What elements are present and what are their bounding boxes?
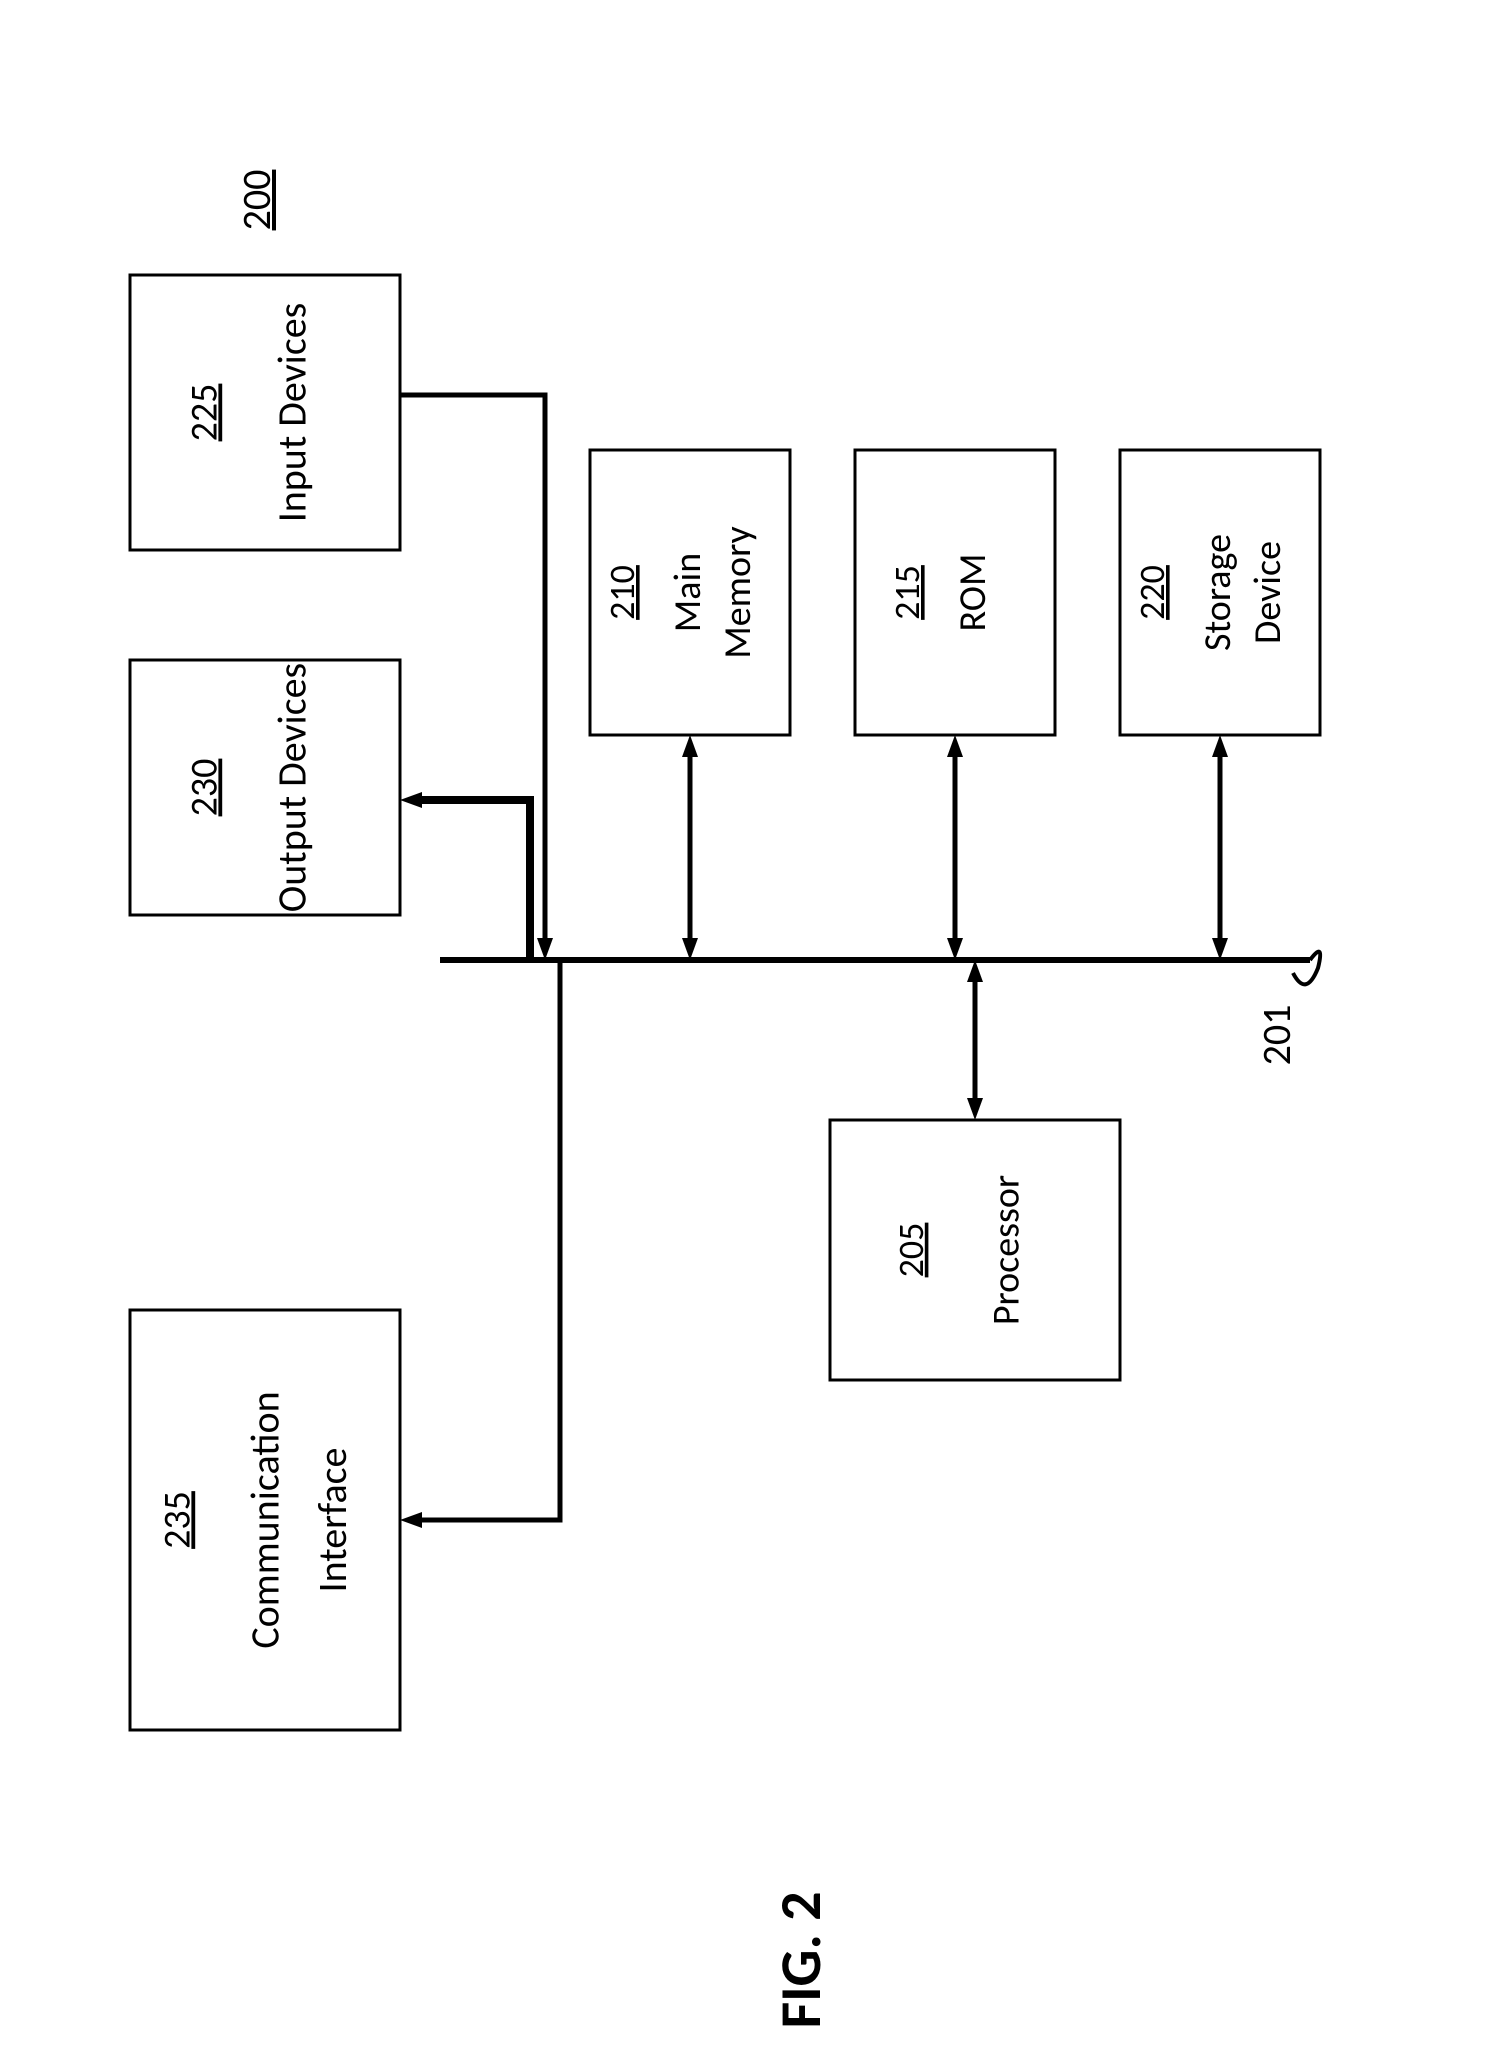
rom-box: 215 ROM	[855, 450, 1055, 735]
mainmem-label2: Memory	[715, 526, 761, 658]
storage-label2: Device	[1245, 541, 1291, 644]
bus-squiggle	[1293, 952, 1320, 985]
bus-to-output	[422, 800, 530, 960]
mainmem-box: 210 MainMemory	[590, 450, 790, 735]
rom-ref: 215	[885, 565, 929, 620]
bus-ref: 201	[1252, 1005, 1301, 1066]
mainmem-label1: Main	[665, 553, 711, 632]
diagram-canvas: 201200225Input Devices230Output Devices2…	[0, 0, 1490, 2048]
output-box: 230 Output Devices	[130, 660, 400, 915]
rom-label1: ROM	[950, 554, 996, 632]
output-ref: 230	[181, 759, 227, 817]
comm-label2: Interface	[308, 1448, 357, 1593]
input-label1: Input Devices	[268, 303, 317, 523]
output-label1: Output Devices	[268, 663, 317, 912]
storage-ref: 220	[1130, 565, 1174, 620]
input-box: 225 Input Devices	[130, 275, 400, 550]
input-to-bus	[400, 395, 545, 938]
input-ref: 225	[181, 384, 227, 442]
storage-box: 220 StorageDevice	[1120, 450, 1320, 735]
figure-label: FIG. 2	[765, 1891, 836, 2028]
proc-label1: Processor	[984, 1175, 1030, 1325]
system-ref: 200	[232, 170, 281, 231]
comm-box: 235 Communication Interface	[130, 1310, 400, 1730]
comm-ref: 235	[154, 1491, 200, 1549]
bus-to-comm	[422, 960, 560, 1520]
proc-box: 205 Processor	[830, 1120, 1120, 1380]
mainmem-ref: 210	[600, 565, 644, 620]
storage-label1: Storage	[1195, 534, 1241, 651]
proc-ref: 205	[889, 1223, 933, 1278]
comm-label1: Communication	[241, 1391, 290, 1648]
